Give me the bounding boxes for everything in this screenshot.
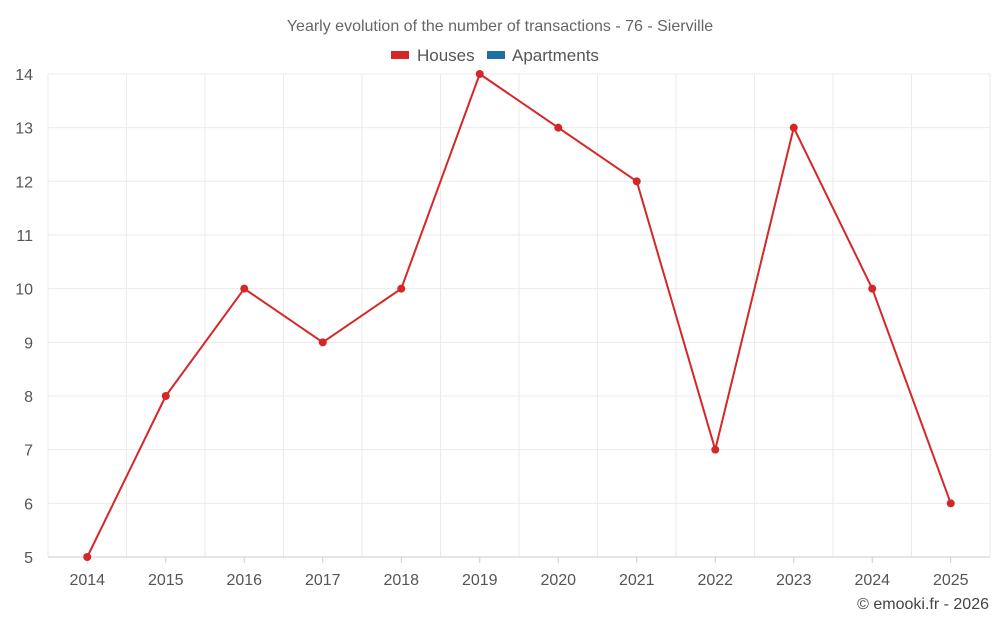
legend-swatch-houses xyxy=(391,51,409,59)
y-tick-label: 5 xyxy=(24,550,33,567)
x-tick-label: 2015 xyxy=(148,572,184,589)
y-tick-label: 11 xyxy=(16,228,33,245)
x-tick-label: 2023 xyxy=(776,572,812,589)
y-tick-label: 6 xyxy=(24,496,33,513)
data-point-houses-2018[interactable] xyxy=(397,284,406,293)
data-point-houses-2017[interactable] xyxy=(318,338,327,347)
data-point-houses-2019[interactable] xyxy=(475,70,484,78)
x-tick-label: 2020 xyxy=(540,572,576,589)
y-tick-label: 9 xyxy=(24,335,33,352)
y-tick-label: 10 xyxy=(15,282,33,299)
x-tick-label: 2014 xyxy=(69,572,105,589)
data-point-houses-2025[interactable] xyxy=(946,499,955,508)
x-tick-label: 2018 xyxy=(383,572,419,589)
credit-text: © emooki.fr - 2026 xyxy=(857,596,989,613)
chart-title: Yearly evolution of the number of transa… xyxy=(287,18,713,35)
y-tick-label: 12 xyxy=(15,174,33,191)
y-tick-label: 13 xyxy=(15,121,33,138)
grid xyxy=(47,73,991,557)
series-houses xyxy=(83,70,955,561)
data-point-houses-2022[interactable] xyxy=(711,445,720,454)
data-point-houses-2021[interactable] xyxy=(632,177,641,186)
x-tick-label: 2021 xyxy=(619,572,655,589)
legend-swatch-apartments xyxy=(487,51,505,59)
data-point-houses-2023[interactable] xyxy=(789,123,798,132)
y-tick-label: 8 xyxy=(24,389,33,406)
legend-label-apartments[interactable]: Apartments xyxy=(512,46,599,65)
x-tick-label: 2025 xyxy=(933,572,969,589)
x-tick-label: 2016 xyxy=(226,572,262,589)
y-tick-label: 7 xyxy=(24,443,33,460)
x-tick-label: 2022 xyxy=(697,572,733,589)
y-tick-label: 14 xyxy=(15,67,33,84)
x-tick-label: 2017 xyxy=(305,572,341,589)
x-tick-label: 2019 xyxy=(462,572,498,589)
data-point-houses-2014[interactable] xyxy=(83,553,92,561)
data-point-houses-2016[interactable] xyxy=(240,284,249,293)
data-point-houses-2020[interactable] xyxy=(554,123,563,132)
y-axis-ticks: 5 6 7 8 9 10 11 12 13 14 xyxy=(15,67,33,567)
data-point-houses-2015[interactable] xyxy=(161,392,170,400)
x-tick-label: 2024 xyxy=(854,572,890,589)
legend: Houses Apartments xyxy=(391,46,599,65)
legend-label-houses[interactable]: Houses xyxy=(417,46,475,65)
data-point-houses-2024[interactable] xyxy=(868,284,877,293)
x-axis-ticks: 2014 2015 2016 2017 2018 2019 2020 2021 2022 2023… xyxy=(69,557,969,589)
series-line-houses xyxy=(86,73,952,558)
